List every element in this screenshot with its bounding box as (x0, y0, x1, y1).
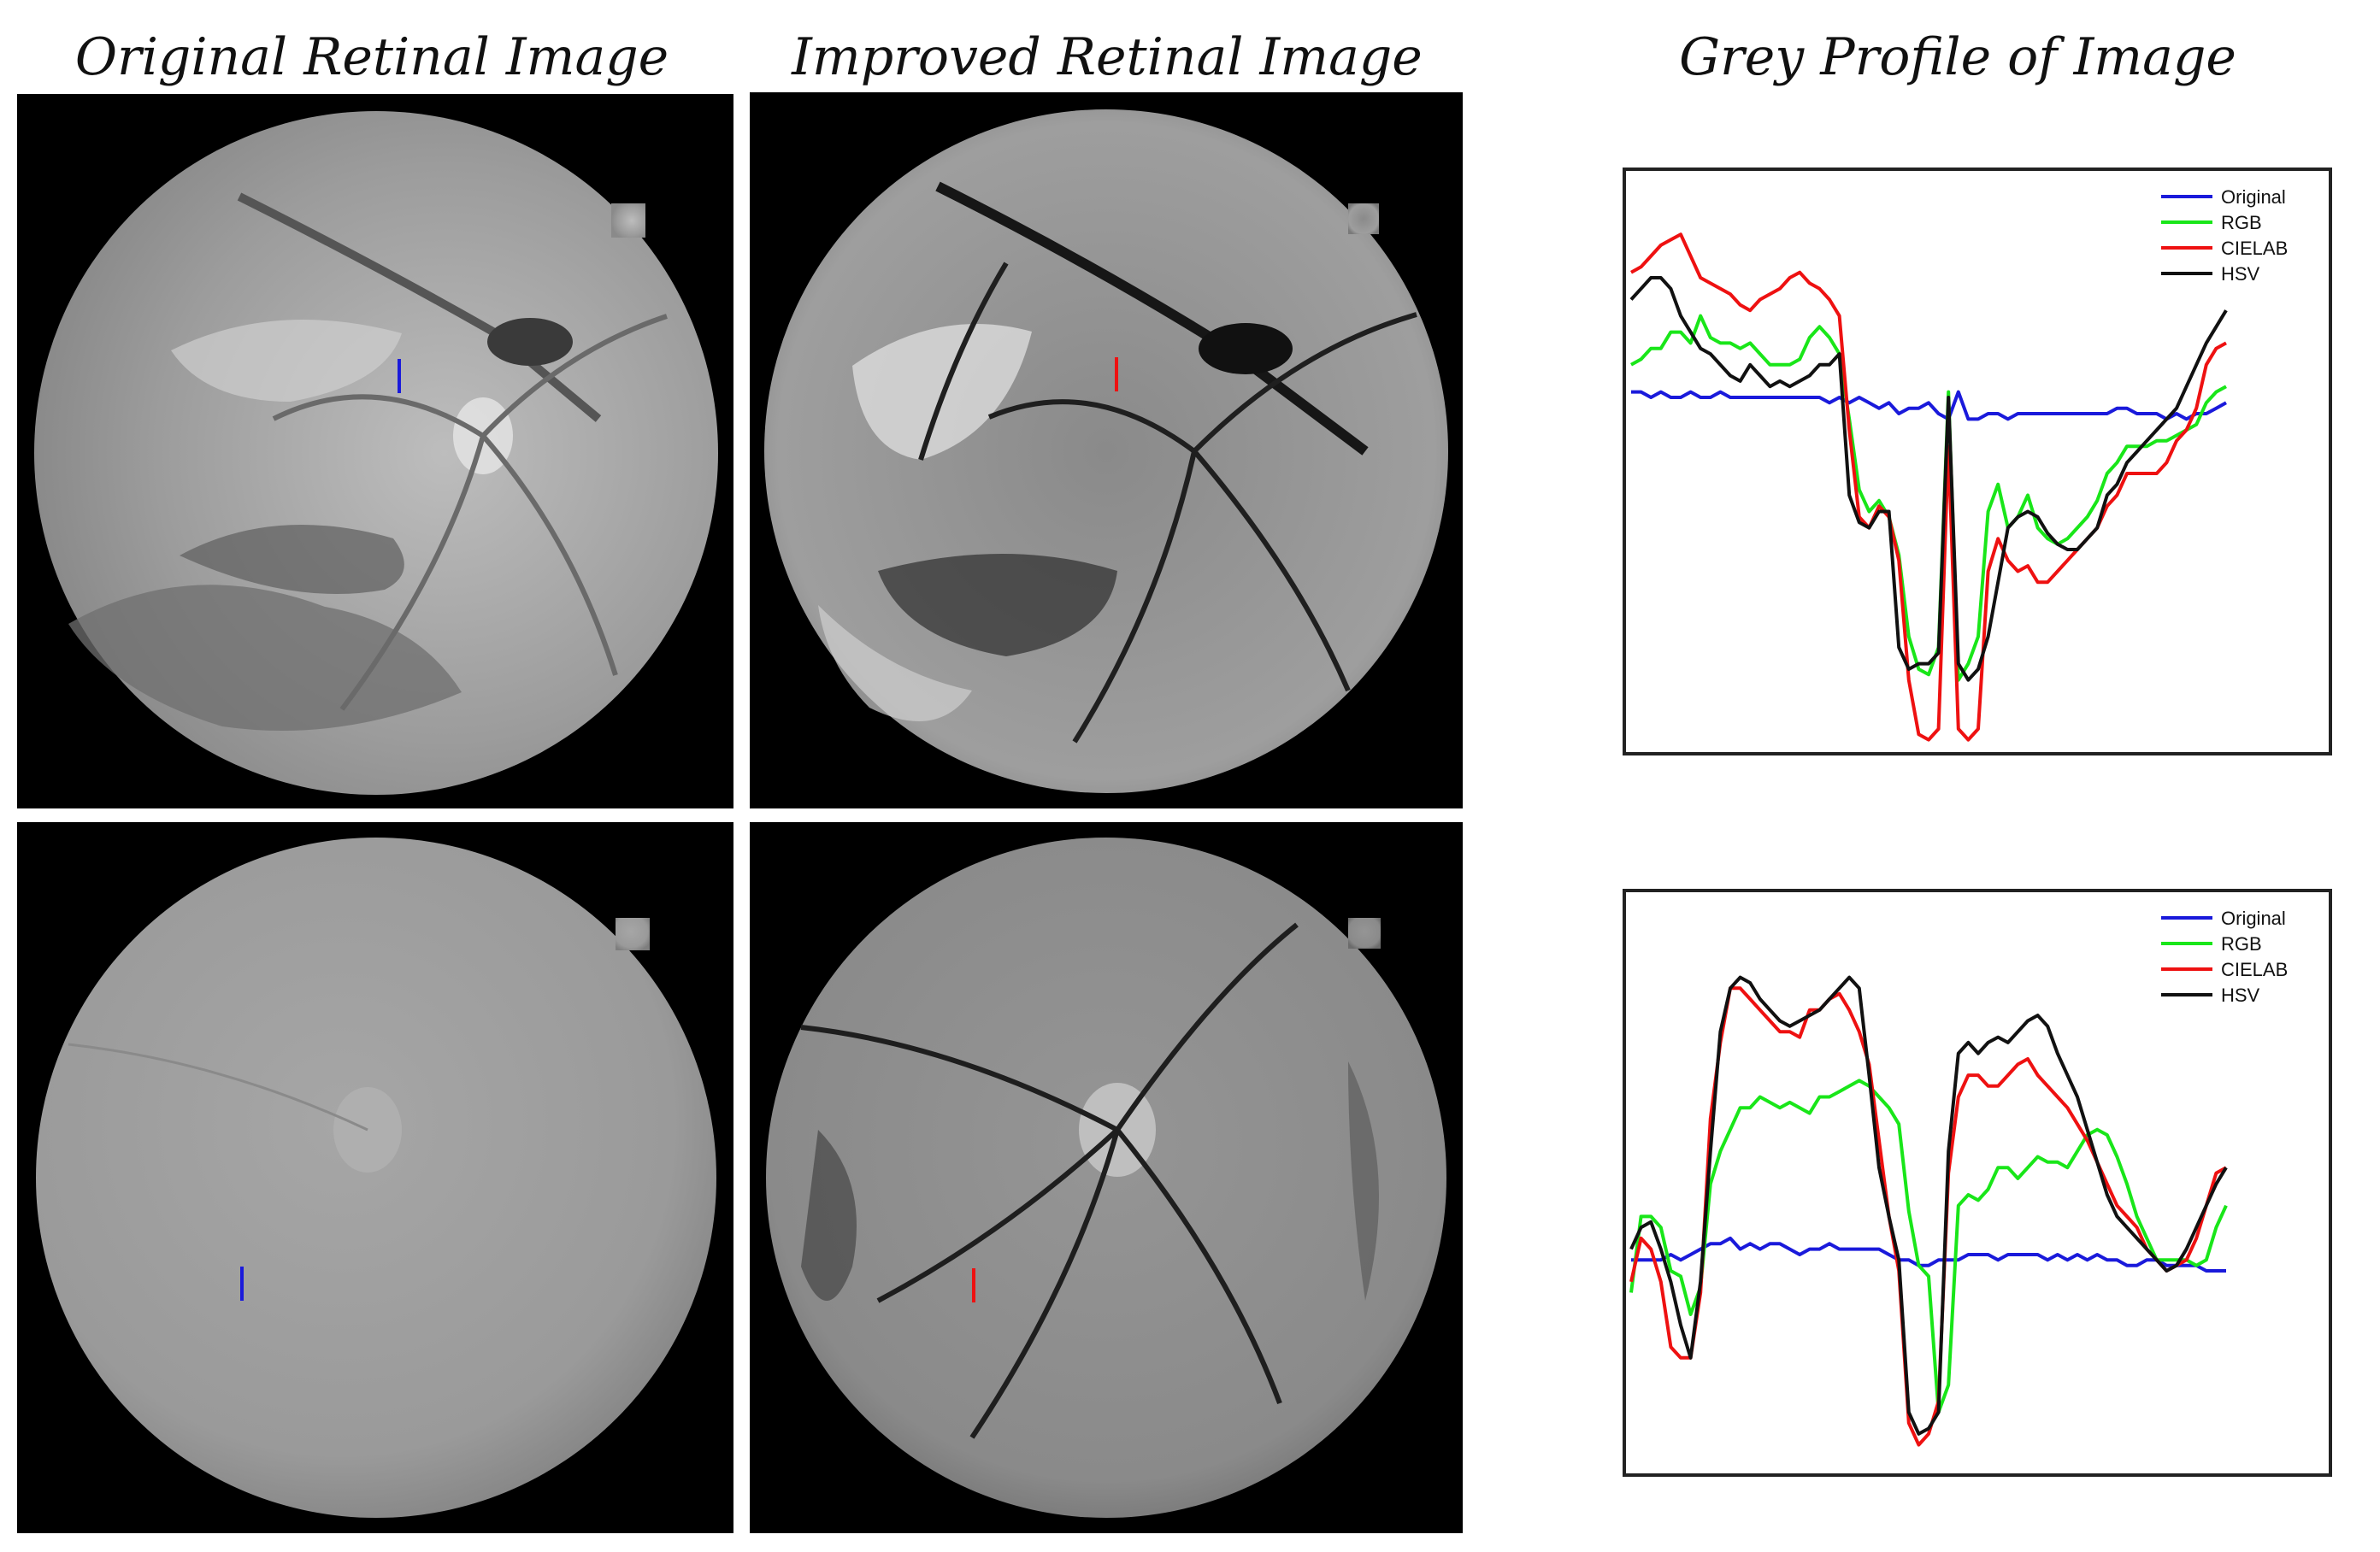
original-fundus-image-2 (17, 822, 733, 1533)
legend-label-original: Original (2221, 908, 2286, 929)
improved-fundus-image-1 (750, 92, 1463, 808)
legend-label-rgb: RGB (2221, 933, 2262, 955)
grey-profile-chart-1: Original RGB CIELAB HSV (1623, 168, 2332, 755)
series-line-hsv (1629, 276, 2228, 682)
original-column-title: Original Retinal Image (74, 27, 669, 87)
legend-label-rgb: RGB (2221, 212, 2262, 233)
series-line-rgb (1629, 1079, 2228, 1414)
original-fundus-image-1 (17, 94, 733, 808)
legend-label-cielab: CIELAB (2221, 959, 2288, 980)
series-line-rgb (1630, 314, 2227, 682)
chart-legend: Original RGB CIELAB HSV (2161, 186, 2288, 285)
improved-fundus-image-2 (750, 822, 1463, 1533)
legend-label-hsv: HSV (2221, 263, 2260, 285)
legend-label-cielab: CIELAB (2221, 238, 2288, 259)
legend-label-hsv: HSV (2221, 985, 2260, 1006)
series-line-original (1631, 1236, 2226, 1273)
legend-label-original: Original (2221, 186, 2286, 208)
series-line-original (1631, 390, 2227, 421)
series-line-hsv (1629, 975, 2228, 1436)
improved-column-title: Improved Retinal Image (792, 27, 1423, 87)
profile-column-title: Grey Profile of Image (1679, 27, 2236, 87)
grey-profile-chart-2: Original RGB CIELAB HSV (1623, 889, 2332, 1477)
chart-frame (1623, 168, 2332, 755)
series-line-cielab (1630, 232, 2227, 742)
chart-legend: Original RGB CIELAB HSV (2161, 908, 2288, 1006)
